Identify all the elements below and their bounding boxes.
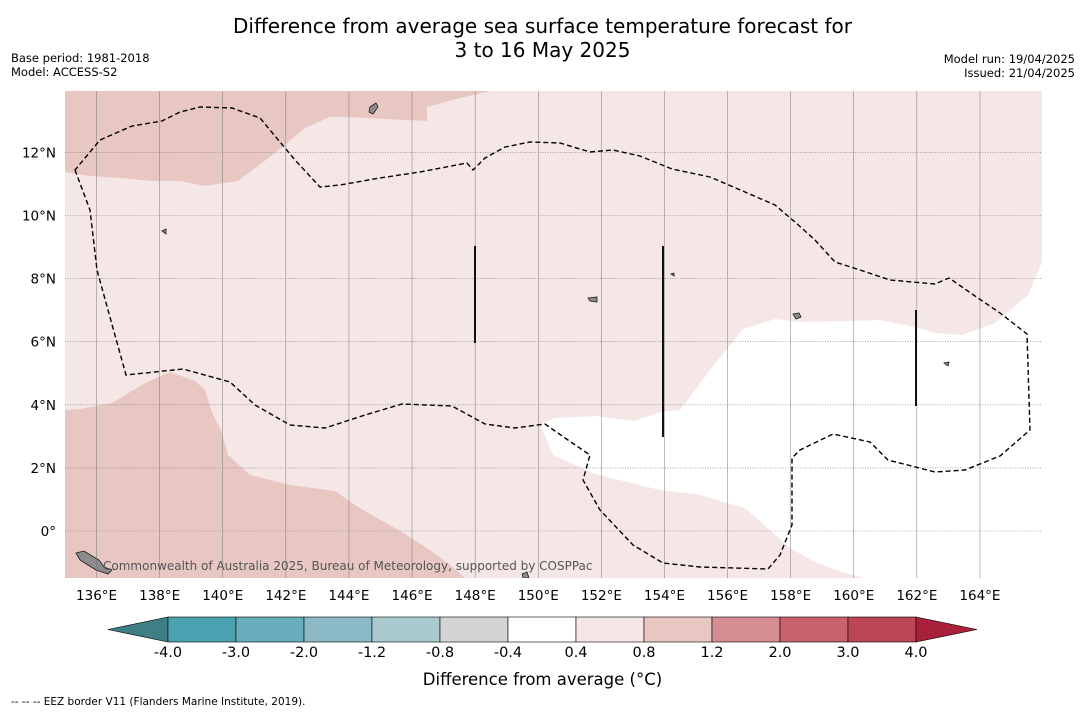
title-line-2: 3 to 16 May 2025 (454, 38, 631, 62)
colorbar-segment (371, 616, 441, 643)
lat-tick-label: 4°N (31, 398, 56, 414)
colorbar-extend-low (107, 616, 169, 643)
lat-tick-label: 12°N (22, 145, 56, 161)
colorbar-segment (779, 616, 849, 643)
lon-tick-label: 148°E (455, 588, 496, 604)
eez-footnote: -- -- -- EEZ border V11 (Flanders Marine… (11, 696, 306, 708)
map-area: Commonwealth of Australia 2025, Bureau o… (65, 91, 1042, 578)
anomaly-band-0-8-1-2-southwest (65, 372, 465, 578)
lon-tick-label: 138°E (139, 588, 180, 604)
issued-date: Issued: 21/04/2025 (964, 66, 1075, 80)
colorbar-extend-high (915, 616, 978, 643)
lat-tick-label: 10°N (22, 209, 56, 225)
colorbar-segment (235, 616, 305, 643)
lon-tick-label: 136°E (76, 588, 117, 604)
model-name: Model: ACCESS-S2 (11, 65, 118, 79)
colorbar-tick-label: -0.8 (425, 645, 455, 661)
colorbar-title: Difference from average (°C) (422, 670, 663, 689)
colorbar-segment (575, 616, 645, 643)
colorbar-tick-label: 0.8 (632, 645, 656, 661)
colorbar-segment (847, 616, 917, 643)
eez-border-west (74, 106, 1031, 570)
meta-right: Model run: 19/04/2025 Issued: 21/04/2025 (944, 52, 1075, 80)
latitude-labels: 12°N 10°N 8°N 6°N 4°N 2°N 0° (22, 145, 56, 540)
colorbar-segment (711, 616, 781, 643)
lon-tick-label: 142°E (265, 588, 306, 604)
colorbar-tick-label: 0.4 (564, 645, 588, 661)
colorbar-segment (439, 616, 509, 643)
colorbar-tick-label: -3.0 (221, 645, 251, 661)
colorbar-tick-label: 4.0 (904, 645, 928, 661)
chart-title: Difference from average sea surface temp… (0, 14, 1085, 62)
lon-tick-label: 160°E (833, 588, 874, 604)
colorbar-tick-label: -2.0 (289, 645, 319, 661)
lon-tick-label: 154°E (644, 588, 685, 604)
colorbar-segment (303, 616, 373, 643)
lat-tick-label: 0° (41, 524, 56, 540)
lon-tick-label: 150°E (518, 588, 559, 604)
colorbar-tick-label: 1.2 (700, 645, 724, 661)
colorbar-tick-label: -4.0 (153, 645, 183, 661)
base-period: Base period: 1981-2018 (11, 51, 150, 65)
colorbar (107, 616, 978, 643)
lon-tick-label: 156°E (707, 588, 748, 604)
lon-tick-label: 146°E (392, 588, 433, 604)
lon-tick-label: 144°E (328, 588, 369, 604)
lon-tick-label: 158°E (770, 588, 811, 604)
colorbar-tick-label: 3.0 (836, 645, 860, 661)
lat-tick-label: 6°N (31, 335, 56, 351)
longitude-labels: 136°E 138°E 140°E 142°E 144°E 146°E 148°E 150°E… (76, 588, 1000, 604)
colorbar-segment (167, 616, 237, 643)
colorbar-tick-label: -0.4 (493, 645, 523, 661)
colorbar-segment (643, 616, 713, 643)
lat-tick-label: 8°N (31, 272, 56, 288)
credit-text: Commonwealth of Australia 2025, Bureau o… (103, 559, 593, 573)
lon-tick-label: 164°E (959, 588, 1000, 604)
lon-tick-label: 162°E (896, 588, 937, 604)
land-islands (75, 102, 950, 578)
title-line-1: Difference from average sea surface temp… (232, 14, 852, 38)
colorbar-tick-label: -1.2 (357, 645, 387, 661)
lon-tick-label: 140°E (202, 588, 243, 604)
eez-borders (74, 106, 1031, 570)
meta-left: Base period: 1981-2018 Model: ACCESS-S2 (11, 51, 150, 79)
model-run: Model run: 19/04/2025 (943, 52, 1075, 66)
colorbar-tick-label: 2.0 (768, 645, 792, 661)
colorbar-segment (507, 616, 577, 643)
lon-tick-label: 152°E (581, 588, 622, 604)
lat-tick-label: 2°N (31, 461, 56, 477)
meridian-segments (474, 246, 917, 437)
